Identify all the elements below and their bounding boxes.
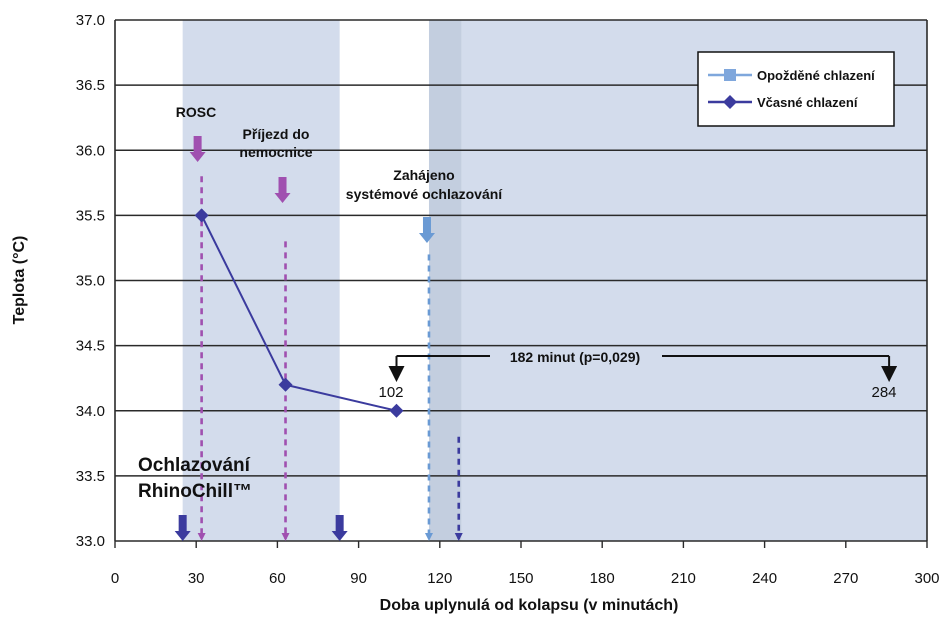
y-tick-label-3: 34.5 bbox=[76, 338, 105, 355]
legend-marker-early bbox=[723, 95, 737, 109]
rhinochill-arrow-1 bbox=[331, 515, 348, 541]
series-1-point-2 bbox=[389, 403, 404, 418]
x-tick-label-3: 90 bbox=[350, 570, 367, 587]
event-line-end-2 bbox=[424, 533, 433, 541]
x-tick-label-6: 180 bbox=[590, 570, 615, 587]
series-1-point-1 bbox=[278, 377, 293, 392]
x-tick-label-8: 240 bbox=[752, 570, 777, 587]
hospital-label-line2: nemocnice bbox=[239, 144, 312, 160]
rhinochill-label-line2: RhinoChill™ bbox=[138, 481, 252, 502]
y-tick-label-7: 36.5 bbox=[76, 77, 105, 94]
systemic-cooling-label-line2: systémové ochlazování bbox=[346, 186, 504, 202]
y-tick-label-1: 33.5 bbox=[76, 468, 105, 485]
x-tick-label-4: 120 bbox=[427, 570, 452, 587]
x-tick-label-0: 0 bbox=[111, 570, 119, 587]
systemic-cooling-label-line1: Zahájeno bbox=[393, 167, 454, 183]
series-1-point-0 bbox=[194, 208, 209, 223]
interval-start-value: 102 bbox=[378, 384, 403, 401]
legend-label-early: Včasné chlazení bbox=[757, 95, 858, 110]
x-tick-label-5: 150 bbox=[508, 570, 533, 587]
x-axis-title: Doba uplynulá od kolapsu (v minutách) bbox=[380, 597, 679, 614]
y-tick-label-0: 33.0 bbox=[76, 533, 105, 550]
legend-box bbox=[697, 51, 895, 127]
x-tick-label-2: 60 bbox=[269, 570, 286, 587]
rosc-label: ROSC bbox=[176, 104, 216, 120]
rhinochill-arrow-0 bbox=[174, 515, 191, 541]
x-tick-label-9: 270 bbox=[833, 570, 858, 587]
rosc-arrow bbox=[189, 136, 206, 162]
legend-marker-delayed bbox=[724, 69, 736, 81]
x-tick-label-10: 300 bbox=[914, 570, 939, 587]
hospital-arrow bbox=[274, 177, 291, 203]
event-line-end-1 bbox=[281, 533, 290, 541]
event-line-end-0 bbox=[197, 533, 206, 541]
hospital-label-line1: Příjezd do bbox=[243, 126, 310, 142]
y-tick-label-2: 34.0 bbox=[76, 403, 105, 420]
y-axis-title: Teplota (°C) bbox=[11, 236, 28, 325]
x-tick-label-7: 210 bbox=[671, 570, 696, 587]
systemic-cooling-arrow bbox=[418, 217, 435, 243]
interval-label: 182 minut (p=0,029) bbox=[510, 349, 640, 365]
interval-end-value: 284 bbox=[871, 384, 896, 401]
x-tick-label-1: 30 bbox=[188, 570, 205, 587]
legend: Opožděné chlazení Včasné chlazení bbox=[697, 51, 895, 127]
y-tick-label-8: 37.0 bbox=[76, 12, 105, 29]
y-tick-label-5: 35.5 bbox=[76, 207, 105, 224]
legend-label-delayed: Opožděné chlazení bbox=[757, 68, 875, 83]
y-tick-label-4: 35.0 bbox=[76, 273, 105, 290]
rhinochill-label-line1: Ochlazování bbox=[138, 455, 251, 476]
y-tick-label-6: 36.0 bbox=[76, 142, 105, 159]
event-line-end-3 bbox=[454, 533, 463, 541]
